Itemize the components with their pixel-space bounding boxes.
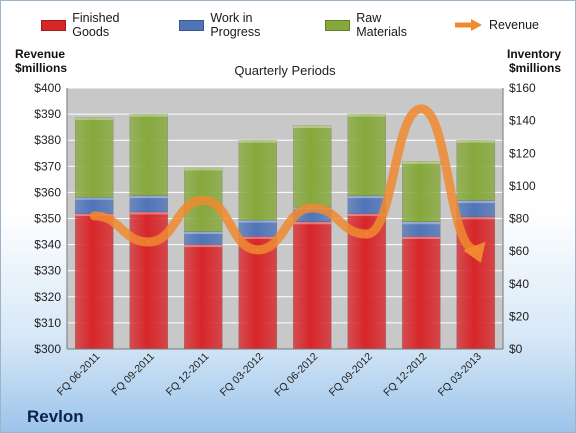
bar-finished-goods-top-highlight xyxy=(293,221,332,225)
bar-finished-goods xyxy=(74,213,114,350)
chart-title: Quarterly Periods xyxy=(234,63,336,78)
right-axis-tick-label: $160 xyxy=(509,81,536,95)
x-axis-tick-label: FQ 12-2011 xyxy=(164,351,212,399)
revenue-arrowhead-icon xyxy=(463,241,486,263)
left-axis-tick-label: $400 xyxy=(34,81,61,95)
bar-finished-goods-top-highlight xyxy=(238,236,277,239)
revenue-point xyxy=(256,248,260,252)
revenue-point xyxy=(201,198,205,202)
revenue-point xyxy=(474,248,478,252)
legend-swatch-raw-materials xyxy=(325,19,351,31)
bar-raw-materials-top-highlight xyxy=(75,117,114,120)
left-axis-title: Revenue $millions xyxy=(15,47,67,75)
x-axis-tick-label: FQ 09-2011 xyxy=(109,351,157,399)
bar-finished-goods xyxy=(238,236,278,350)
bar-raw-materials-top-highlight xyxy=(184,167,223,171)
left-axis-tick-label: $340 xyxy=(34,238,61,252)
bar-raw-materials xyxy=(401,161,441,223)
left-axis-tick-label: $300 xyxy=(34,342,61,356)
revenue-point xyxy=(365,232,369,236)
left-axis-title-line1: Revenue xyxy=(15,47,66,61)
x-axis-tick-label: FQ 09-2012 xyxy=(327,351,375,399)
legend-swatch-work-in-progress xyxy=(179,19,205,31)
bar-raw-materials xyxy=(238,139,278,221)
left-axis-tick-label: $320 xyxy=(34,290,61,304)
legend-item-revenue: Revenue xyxy=(454,18,539,32)
x-axis-tick-label: FQ 06-2011 xyxy=(55,351,103,399)
bar-raw-materials-top-highlight xyxy=(402,161,441,164)
bar-finished-goods-top-highlight xyxy=(402,236,441,239)
x-axis-tick-label: FQ 06-2012 xyxy=(272,351,320,399)
bar-raw-materials-top-highlight xyxy=(347,114,386,117)
legend-swatch-finished-goods xyxy=(41,19,67,31)
right-axis-tick-label: $60 xyxy=(509,244,529,258)
bar-raw-materials xyxy=(74,117,114,198)
right-axis-tick-label: $140 xyxy=(509,114,536,128)
bar-work-in-progress-top-highlight xyxy=(402,221,441,225)
right-axis-tick-label: $80 xyxy=(509,212,529,226)
bar-finished-goods-top-highlight xyxy=(184,244,223,248)
right-axis-tick-label: $0 xyxy=(509,342,523,356)
revenue-point xyxy=(419,107,423,111)
bar-finished-goods-top-highlight xyxy=(129,211,168,215)
legend-item-raw-materials: Raw Materials xyxy=(325,11,433,39)
right-axis-tick-label: $20 xyxy=(509,309,529,323)
x-axis-tick-label: FQ 12-2012 xyxy=(381,351,429,399)
bar-raw-materials xyxy=(347,113,387,196)
legend: Finished Goods Work in Progress Raw Mate… xyxy=(41,11,561,39)
right-axis-tick-label: $100 xyxy=(509,179,536,193)
right-axis-tick-label: $120 xyxy=(509,146,536,160)
x-axis-tick-label: FQ 03-2013 xyxy=(436,351,484,399)
revenue-point xyxy=(310,206,314,210)
legend-item-finished-goods: Finished Goods xyxy=(41,11,157,39)
bar-finished-goods xyxy=(292,221,332,350)
legend-revenue-arrow-icon xyxy=(454,19,482,31)
left-axis-tick-label: $330 xyxy=(34,264,61,278)
bar-finished-goods-top-highlight xyxy=(347,213,386,217)
bar-finished-goods xyxy=(183,244,223,350)
legend-label-finished-goods: Finished Goods xyxy=(72,11,120,39)
legend-item-work-in-progress: Work in Progress xyxy=(179,11,303,39)
left-axis-tick-label: $360 xyxy=(34,185,61,199)
right-axis-title-line1: Inventory xyxy=(506,47,561,61)
x-axis-tick-label: FQ 03-2012 xyxy=(218,351,266,399)
left-axis-tick-label: $390 xyxy=(34,107,61,121)
revenue-point xyxy=(92,214,96,218)
bar-work-in-progress-top-highlight xyxy=(75,197,114,200)
bar-work-in-progress-top-highlight xyxy=(184,231,223,235)
bar-work-in-progress-top-highlight xyxy=(238,220,277,223)
left-axis-title-line2: $millions xyxy=(15,61,68,75)
bar-work-in-progress xyxy=(183,231,223,245)
right-axis-title: Inventory $millions xyxy=(507,47,561,75)
legend-label-raw-materials: Raw Materials xyxy=(356,11,407,39)
right-axis-tick-label: $40 xyxy=(509,277,529,291)
left-axis-tick-label: $350 xyxy=(34,212,61,226)
left-axis-tick-label: $380 xyxy=(34,133,61,147)
company-name: Revlon xyxy=(27,407,84,426)
legend-label-work-in-progress: Work in Progress xyxy=(210,11,261,39)
bar-raw-materials-top-highlight xyxy=(238,140,277,143)
bar-raw-materials xyxy=(456,139,496,201)
bar-work-in-progress-top-highlight xyxy=(456,200,495,204)
bar-raw-materials-top-highlight xyxy=(129,114,168,117)
bar-raw-materials xyxy=(292,125,332,208)
bar-finished-goods xyxy=(401,236,441,350)
bar-raw-materials xyxy=(129,113,169,196)
right-axis-title-line2: $millions xyxy=(508,61,561,75)
bar-raw-materials-top-highlight xyxy=(456,140,495,143)
bar-raw-materials-top-highlight xyxy=(293,125,332,129)
left-axis-tick-label: $370 xyxy=(34,159,61,173)
bar-work-in-progress-top-highlight xyxy=(347,195,386,199)
revenue-point xyxy=(147,240,151,244)
bar-finished-goods-top-highlight xyxy=(456,216,495,220)
left-axis-tick-label: $310 xyxy=(34,316,61,330)
bar-work-in-progress-top-highlight xyxy=(129,195,168,199)
legend-label-revenue: Revenue xyxy=(488,18,539,32)
